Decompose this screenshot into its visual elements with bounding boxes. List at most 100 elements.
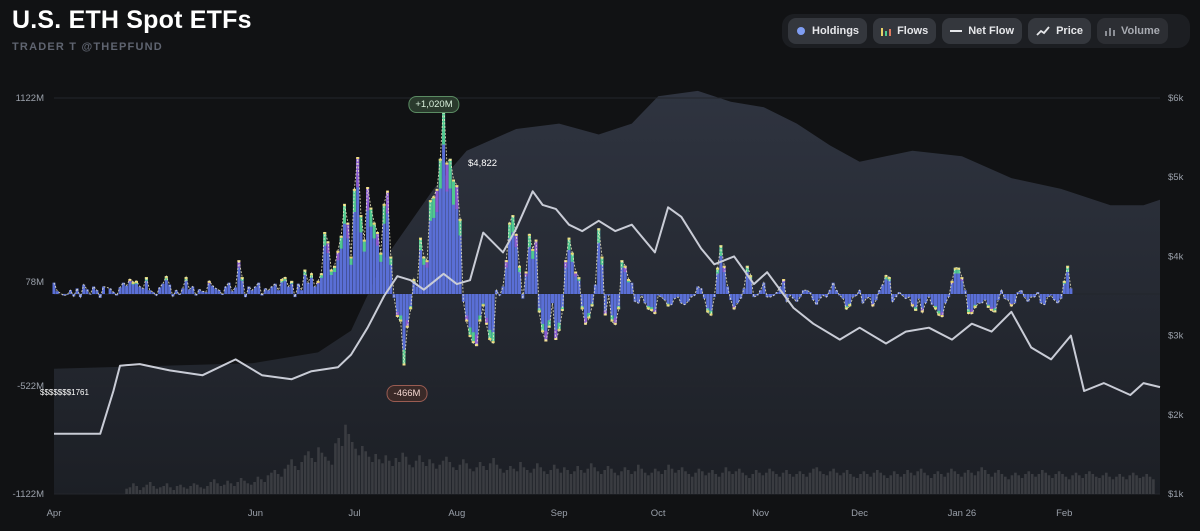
flow-bar-main (501, 286, 505, 294)
flow-bar-main (610, 294, 614, 322)
flow-bar-cap (706, 310, 710, 313)
flow-bar (887, 277, 891, 294)
toggle-volume-button[interactable]: Volume (1097, 18, 1168, 44)
volume-bar (795, 474, 798, 494)
flow-bar-main (349, 256, 353, 294)
volume-bar (229, 483, 233, 494)
flow-bar (214, 288, 218, 294)
flow-bar-main (904, 294, 908, 299)
volume-bar (280, 476, 283, 494)
flow-bar-main (1066, 265, 1070, 294)
flow-bar-segment (953, 267, 957, 274)
flow-bar-main (148, 290, 152, 294)
flow-bar (316, 280, 320, 294)
flow-bar (587, 294, 591, 319)
volume-bar (1037, 474, 1041, 494)
flow-bar (118, 287, 122, 294)
flow-bar-main (286, 286, 290, 294)
toggle-net-flow-button[interactable]: Net Flow (942, 18, 1023, 44)
flow-bar (1042, 294, 1046, 305)
flow-bar-segment (940, 311, 944, 317)
flow-bar-main (795, 294, 799, 302)
flow-bar-main (768, 294, 772, 298)
volume-bar (724, 467, 728, 494)
volume-bar (499, 468, 502, 494)
flow-bar-cap (574, 271, 578, 274)
flow-bar-main (442, 102, 446, 294)
toggle-holdings-button[interactable]: Holdings (788, 18, 868, 44)
flow-bar-main (584, 294, 587, 325)
flow-bar (227, 282, 231, 294)
volume-bar (438, 464, 441, 494)
volume-bar (903, 474, 906, 494)
flow-bar-main (164, 276, 168, 294)
volume-bar (236, 482, 239, 494)
flow-bar (458, 218, 462, 294)
flow-bar-main (494, 290, 498, 294)
flow-bar (650, 294, 654, 311)
volume-bar (145, 484, 149, 494)
flow-bar-main (448, 158, 452, 294)
volume-bar (1108, 476, 1111, 494)
volume-bar (960, 476, 963, 494)
flow-bar-cap (973, 305, 977, 308)
volume-bar (660, 474, 664, 494)
x-axis-month-label: Apr (47, 508, 62, 519)
flow-bar-main (983, 294, 987, 301)
flow-bar-main (277, 290, 280, 294)
flow-bar-main (706, 294, 710, 313)
flow-bar (501, 286, 505, 294)
flow-bar-cap (316, 280, 320, 283)
flow-bar-segment (620, 260, 624, 268)
flow-bar-cap (990, 308, 994, 311)
flow-bar-main (125, 285, 129, 294)
flow-bar (759, 290, 762, 294)
flow-bar-main (55, 291, 59, 294)
flow-bar (551, 294, 554, 304)
volume-bar (286, 464, 290, 494)
volume-bar (1034, 476, 1037, 494)
flow-bar-segment (504, 260, 508, 268)
flow-bar-segment (323, 232, 327, 246)
volume-bar (899, 476, 903, 494)
volume-bar (778, 476, 781, 494)
flow-bar (653, 294, 657, 314)
volume-bar (606, 466, 610, 494)
volume-bar (835, 472, 839, 494)
volume-bar (1027, 471, 1031, 494)
volume-bar (1128, 475, 1132, 494)
flow-bar-cap (452, 179, 455, 182)
x-axis-month-label: Feb (1056, 508, 1072, 519)
volume-bar (704, 475, 707, 494)
flow-bar (349, 256, 353, 294)
flow-bar (1052, 294, 1056, 301)
volume-bar (943, 476, 946, 494)
flow-bar-cap (531, 248, 535, 251)
volume-bar (1115, 476, 1118, 494)
volume-bar (741, 472, 744, 494)
volume-bar (492, 458, 495, 494)
volume-bar (677, 470, 680, 494)
volume-bar (196, 484, 199, 494)
flow-bar-main (792, 294, 795, 299)
flow-bar (1019, 290, 1023, 294)
flow-bar-main (422, 256, 426, 294)
flow-bar (438, 158, 442, 294)
volume-bar (307, 451, 310, 494)
flow-bar (805, 290, 809, 294)
flow-bar-main (669, 294, 673, 305)
flow-bar-main (901, 294, 904, 296)
volume-bar (775, 474, 778, 494)
toggle-price-button[interactable]: Price (1028, 18, 1091, 44)
flow-bar (673, 294, 677, 299)
flow-bar-main (914, 294, 918, 311)
flow-bar (590, 294, 594, 307)
flow-bar-segment (352, 188, 356, 212)
flow-bar-main (1039, 294, 1043, 304)
toggle-flows-button[interactable]: Flows (873, 18, 937, 44)
flow-bar (646, 294, 650, 310)
flow-bar-main (967, 294, 970, 314)
flow-bar (333, 265, 337, 294)
flow-bar-main (775, 292, 779, 294)
flow-bar-main (343, 203, 346, 294)
